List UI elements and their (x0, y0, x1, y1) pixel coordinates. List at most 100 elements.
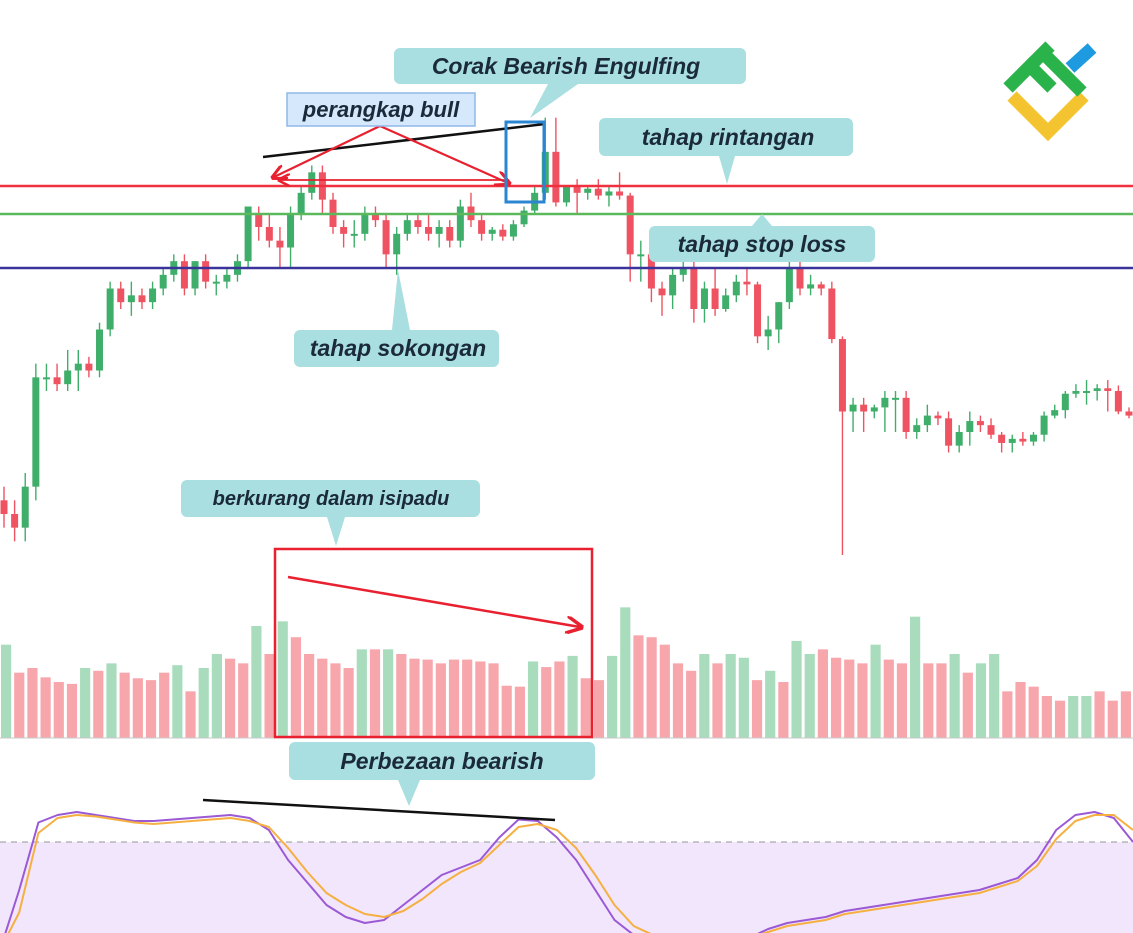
candle (892, 391, 900, 432)
candle (700, 281, 708, 323)
candle (117, 281, 125, 309)
candle-body (21, 486, 29, 528)
candle (382, 213, 390, 268)
callout-bull-trap: perangkap bull (286, 92, 476, 127)
candle-body (371, 213, 379, 221)
brand-logo-icon (1003, 41, 1097, 142)
candle-body (955, 432, 963, 446)
candle (149, 281, 157, 309)
candle-body (732, 281, 740, 296)
volume-bar (224, 658, 236, 738)
candle-body (594, 188, 602, 196)
volume-decrease-arrow (287, 575, 580, 627)
candle (1040, 411, 1048, 442)
candle (913, 418, 921, 439)
candle-body (138, 295, 146, 303)
candle (584, 186, 592, 200)
volume-bar (172, 665, 183, 738)
volume-bar (1120, 691, 1131, 738)
candle (722, 288, 730, 312)
volume-bar (343, 668, 354, 738)
candle (669, 268, 677, 309)
candle-body (1029, 434, 1037, 442)
candle-body (849, 404, 857, 412)
candle (202, 254, 210, 289)
candle (435, 220, 443, 248)
volume-bar (264, 654, 275, 738)
candle-body (563, 186, 570, 203)
volume-bar (198, 668, 209, 738)
candle-body (754, 284, 762, 337)
candle (817, 281, 825, 296)
price-candles (0, 117, 1133, 555)
candle (42, 363, 50, 391)
volume-bar (330, 663, 341, 738)
candle (361, 206, 369, 241)
candle-body (1061, 393, 1069, 411)
candle-body (860, 404, 868, 412)
candle-body (180, 261, 188, 289)
callout-divergence: Perbezaan bearish (289, 742, 595, 806)
candle-body (775, 302, 783, 330)
candle (340, 220, 348, 248)
volume-bar (435, 663, 446, 738)
candle-body (605, 191, 613, 196)
candle (276, 227, 284, 268)
candle-body (913, 425, 921, 432)
candle (764, 315, 772, 350)
candle-body (785, 268, 793, 303)
candle-body (584, 188, 592, 193)
volume-bar (659, 644, 670, 738)
candle (308, 165, 316, 200)
volume-bar (1081, 696, 1092, 738)
candle (1083, 380, 1091, 405)
volume-bar (277, 621, 288, 738)
candle (1061, 391, 1069, 419)
candle (732, 274, 740, 303)
candle (945, 411, 953, 453)
candle (212, 274, 220, 296)
candle (53, 363, 61, 391)
candle-body (425, 227, 433, 234)
candle-body (945, 418, 953, 446)
oscillator-k-line (4, 811, 1133, 933)
candle (287, 206, 295, 268)
volume-bar (145, 680, 157, 738)
candle (180, 254, 188, 296)
volume-bar (1015, 682, 1026, 738)
volume-decrease-box (273, 547, 594, 739)
candle (138, 288, 146, 309)
volume-bar (159, 672, 170, 738)
volume-bar (778, 682, 789, 738)
candle (499, 224, 507, 241)
candle (467, 192, 475, 227)
volume-bar (725, 654, 736, 738)
candle (0, 486, 8, 528)
candle-body (414, 220, 422, 227)
candle-body (403, 220, 411, 234)
volume-bar (501, 685, 512, 738)
candle-body (722, 295, 730, 309)
volume-bar (620, 607, 631, 738)
candle-body (637, 254, 645, 257)
volume-bar (554, 661, 565, 738)
candle-body (393, 233, 401, 255)
candle-body (998, 434, 1006, 443)
candle-body (647, 254, 655, 289)
candle (679, 261, 687, 282)
volume-bar (712, 663, 723, 738)
candle-body (902, 397, 910, 432)
volume-bar (106, 663, 117, 738)
candle-body (1083, 391, 1091, 393)
volume-bar (132, 678, 143, 738)
candle-body (212, 281, 220, 284)
candle (828, 281, 836, 344)
volume-bar (251, 626, 262, 738)
volume-bar (857, 663, 868, 738)
support-label: tahap sokongan (310, 335, 486, 361)
candle (520, 206, 528, 227)
volume-bar (1028, 686, 1039, 738)
candle (223, 268, 231, 289)
volume-bar (369, 649, 381, 738)
candle (1104, 380, 1112, 412)
